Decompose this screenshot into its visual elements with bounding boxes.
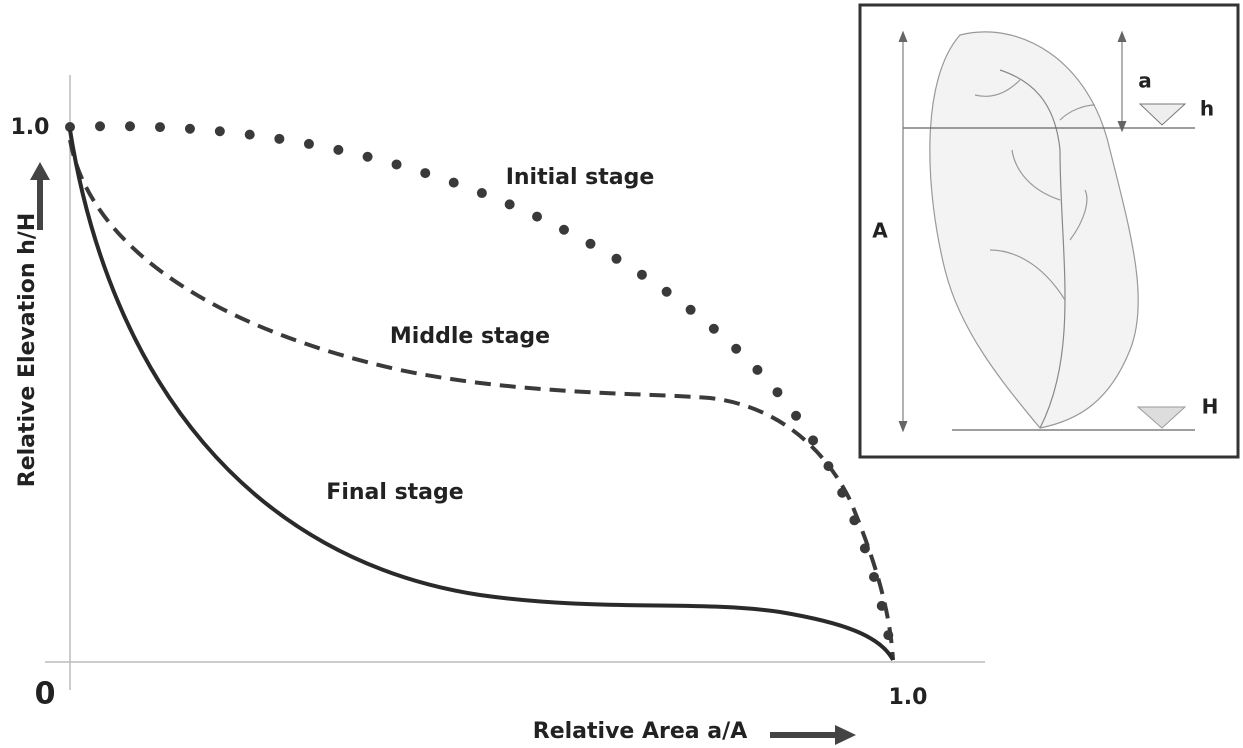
x-arrow [770, 725, 856, 745]
y-axis-title: Relative Elevation h/H [15, 213, 40, 488]
h-label: h [1200, 97, 1214, 121]
y-max-label: 1.0 [11, 115, 50, 140]
final-curve [70, 130, 893, 660]
A-label: A [872, 219, 888, 243]
a-label: a [1138, 69, 1152, 93]
final-label: Final stage [326, 480, 463, 505]
H-label: H [1202, 395, 1219, 419]
initial-curve [70, 126, 893, 660]
middle-label: Middle stage [390, 324, 550, 349]
middle-curve [70, 140, 893, 660]
x-axis-title: Relative Area a/A [533, 719, 747, 744]
initial-label: Initial stage [506, 165, 655, 190]
x-max-label: 1.0 [889, 685, 928, 710]
diagram: 1.0 0 1.0 Relative Elevation h/H Relativ… [0, 0, 1243, 748]
origin-label: 0 [35, 677, 56, 712]
